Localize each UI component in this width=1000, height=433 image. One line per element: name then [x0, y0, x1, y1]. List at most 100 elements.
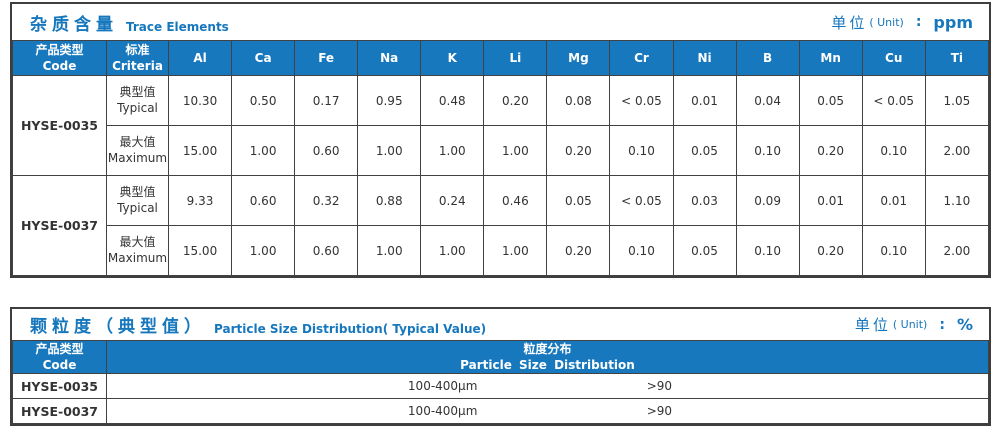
table-row: HYSE-0037 100-400μm >90 [12, 398, 989, 425]
value-cell: 0.05 [546, 175, 611, 226]
col-header-code: 产品类型 Code [12, 339, 107, 375]
value-cell: 0.10 [861, 125, 926, 176]
element-header: Cr [609, 40, 674, 76]
element-header: Mg [546, 40, 611, 76]
criteria-cell: 最大值 Maximum [106, 225, 169, 276]
unit-value: ppm [933, 12, 973, 32]
element-header: Fe [294, 40, 359, 76]
value-cell: 0.60 [294, 225, 359, 276]
col-header-criteria: 标准 Criteria [106, 40, 169, 76]
unit-colon: : [915, 14, 922, 30]
trace-elements-section: 杂质含量 Trace Elements 单位 ( Unit) : ppm 产品类型… [10, 2, 991, 278]
value-cell: 0.20 [483, 75, 548, 126]
unit-label-zh: 单位 [831, 13, 868, 32]
title-zh: 杂质含量 [30, 14, 118, 35]
value-cell: 1.00 [420, 225, 485, 276]
value-cell: 0.10 [735, 125, 800, 176]
particle-size-section: 颗粒度（典型值） Particle Size Distribution( Typi… [10, 307, 991, 427]
value-cell: 0.04 [735, 75, 800, 126]
header-row: 产品类型 Code 标准 Criteria Al Ca Fe Na K Li Mg … [12, 40, 990, 76]
value-cell: 0.95 [357, 75, 422, 126]
value-cell: 1.00 [483, 225, 548, 276]
value-cell: 0.17 [294, 75, 359, 126]
value-cell: 0.01 [861, 175, 926, 226]
value-cell: 0.01 [672, 75, 737, 126]
value-cell: 1.00 [231, 225, 296, 276]
value-cell: 0.20 [798, 125, 863, 176]
section-title: 杂质含量 Trace Elements [30, 10, 229, 35]
size-value: >90 [646, 404, 673, 419]
value-cell: 0.08 [546, 75, 611, 126]
value-cell: 0.09 [735, 175, 800, 226]
distribution-cell: 100-400μm >90 [106, 373, 989, 400]
product-code-cell: HYSE-0035 [12, 373, 107, 400]
size-range: 100-400μm [407, 379, 478, 394]
table-row: HYSE-0035 100-400μm >90 [12, 373, 989, 400]
value-cell: 0.46 [483, 175, 548, 226]
table-row: HYSE-0035 典型值 Typical 10.30 0.50 0.17 0.9… [12, 75, 990, 176]
element-header: Mn [798, 40, 863, 76]
particle-size-table: 产品类型 Code 粒度分布 Particle Size Distribution … [12, 339, 989, 425]
value-cell: 9.33 [167, 175, 233, 226]
value-cell: 1.00 [231, 125, 296, 176]
unit-label-en: ( Unit) [869, 15, 904, 29]
value-cell: 1.00 [483, 125, 548, 176]
value-cell: 2.00 [924, 125, 990, 176]
unit-label-en: ( Unit) [892, 318, 928, 331]
unit-value: % [956, 315, 973, 334]
unit-label-zh: 单位 [854, 316, 891, 334]
value-cell: 2.00 [924, 225, 990, 276]
col-header-distribution: 粒度分布 Particle Size Distribution [106, 339, 989, 375]
value-cell: 0.10 [861, 225, 926, 276]
value-cell: 0.10 [735, 225, 800, 276]
value-cell: 1.00 [357, 225, 422, 276]
trace-elements-table: 产品类型 Code 标准 Criteria Al Ca Fe Na K Li Mg … [12, 40, 990, 276]
value-cell: 0.05 [672, 225, 737, 276]
element-header: Na [357, 40, 422, 76]
value-cell: 0.20 [546, 225, 611, 276]
value-cell: 1.00 [357, 125, 422, 176]
value-cell: 1.05 [924, 75, 990, 126]
value-cell: 0.10 [609, 125, 674, 176]
element-header: K [420, 40, 485, 76]
element-header: Ni [672, 40, 737, 76]
value-cell: < 0.05 [609, 75, 674, 126]
value-cell: 0.60 [231, 175, 296, 226]
header-row: 产品类型 Code 粒度分布 Particle Size Distribution [12, 339, 989, 375]
value-cell: 0.10 [609, 225, 674, 276]
value-cell: 0.03 [672, 175, 737, 226]
value-cell: 0.05 [798, 75, 863, 126]
value-cell: 0.05 [672, 125, 737, 176]
value-cell: 0.60 [294, 125, 359, 176]
value-cell: 0.50 [231, 75, 296, 126]
value-cell: 0.88 [357, 175, 422, 226]
value-cell: 1.00 [420, 125, 485, 176]
unit-indicator: 单位 ( Unit) : % [855, 314, 973, 335]
value-cell: 1.10 [924, 175, 990, 226]
value-cell: 10.30 [167, 75, 233, 126]
trace-elements-title-bar: 杂质含量 Trace Elements 单位 ( Unit) : ppm [12, 4, 989, 40]
unit-colon: : [939, 316, 945, 333]
element-header: Ti [924, 40, 990, 76]
element-header: B [735, 40, 800, 76]
title-zh: 颗粒度（典型值） [30, 317, 206, 337]
col-header-code: 产品类型 Code [12, 40, 107, 76]
value-cell: 0.20 [546, 125, 611, 176]
product-code-cell: HYSE-0037 [12, 398, 107, 425]
value-cell: < 0.05 [861, 75, 926, 126]
element-header: Ca [231, 40, 296, 76]
value-cell: 15.00 [167, 125, 233, 176]
element-header: Cu [861, 40, 926, 76]
table-row: 最大值 Maximum 15.00 1.00 0.60 1.00 1.00 1.0… [13, 125, 990, 176]
size-range: 100-400μm [407, 404, 478, 419]
value-cell: 15.00 [167, 225, 233, 276]
criteria-cell: 典型值 Typical [106, 175, 169, 226]
distribution-cell: 100-400μm >90 [106, 398, 989, 425]
particle-size-title-bar: 颗粒度（典型值） Particle Size Distribution( Typi… [12, 309, 989, 340]
value-cell: 0.48 [420, 75, 485, 126]
product-code-cell: HYSE-0037 [12, 175, 107, 276]
element-header: Li [483, 40, 548, 76]
value-cell: 0.01 [798, 175, 863, 226]
unit-indicator: 单位 ( Unit) : ppm [831, 12, 973, 33]
